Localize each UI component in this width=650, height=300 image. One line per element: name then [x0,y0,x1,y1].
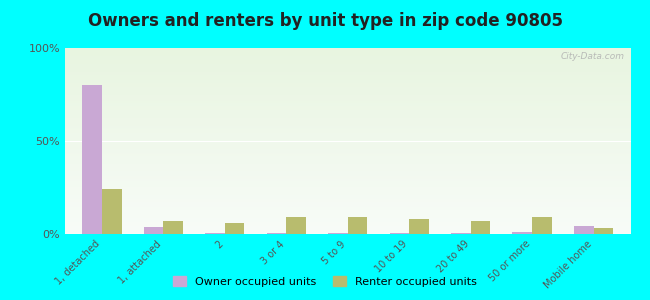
Bar [348,217,367,234]
Bar [163,221,183,234]
Bar [225,223,244,234]
Text: Owners and renters by unit type in zip code 90805: Owners and renters by unit type in zip c… [88,12,562,30]
Legend: Owner occupied units, Renter occupied units: Owner occupied units, Renter occupied un… [168,272,482,291]
Bar [410,219,429,234]
Bar [532,217,552,234]
Bar [574,226,593,234]
Bar [471,221,490,234]
Text: City-Data.com: City-Data.com [561,52,625,61]
Bar [205,233,225,234]
Bar [512,232,532,234]
Bar [82,85,102,234]
Bar [102,189,122,234]
Bar [389,233,410,234]
Bar [144,226,163,234]
Bar [328,233,348,234]
Bar [451,233,471,234]
Bar [286,217,306,234]
Bar [266,233,286,234]
Bar [593,228,614,234]
